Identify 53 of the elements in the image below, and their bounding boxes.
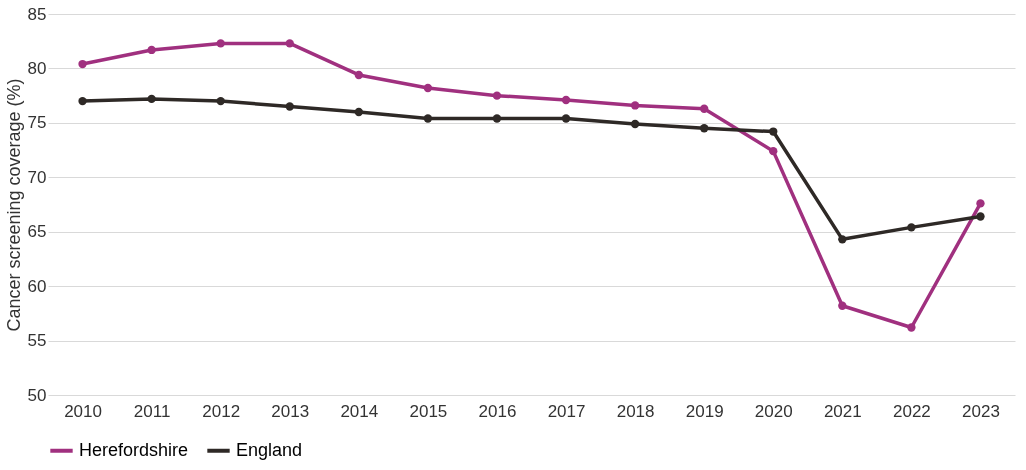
y-tick-label: 65 (27, 222, 47, 242)
point (976, 212, 985, 221)
y-tick-label: 55 (27, 331, 47, 351)
y-tick-label: 85 (27, 4, 47, 24)
point (769, 127, 778, 136)
point (423, 114, 433, 123)
y-tick-label: 60 (27, 276, 47, 296)
point (838, 301, 847, 310)
point (630, 101, 640, 110)
y-tick-label: 75 (27, 113, 47, 133)
x-tick-label: 2014 (340, 401, 379, 421)
point (354, 107, 363, 117)
x-tick-label: 2012 (202, 401, 241, 421)
point (285, 102, 294, 111)
y-tick-label: 70 (27, 167, 47, 187)
y-tick-label: 80 (27, 58, 47, 78)
x-tick-label: 2023 (962, 401, 1000, 421)
x-tick-label: 2018 (616, 401, 655, 421)
x-tick-label: 2010 (64, 401, 102, 421)
x-tick-label: 2017 (547, 401, 586, 421)
x-tick-label: 2022 (892, 401, 931, 421)
x-tick-label: 2021 (823, 401, 862, 421)
point (216, 96, 225, 106)
point (216, 39, 225, 48)
x-tick-label: 2016 (478, 401, 517, 421)
point (976, 199, 985, 208)
point (561, 114, 571, 123)
point (700, 104, 709, 113)
point (147, 45, 156, 55)
point (423, 83, 433, 93)
x-tick-label: 2015 (409, 401, 448, 421)
x-tick-label: 2020 (754, 401, 793, 421)
point (907, 223, 916, 232)
point (700, 124, 709, 133)
y-tick-label: 50 (27, 385, 47, 405)
point (838, 235, 847, 244)
point (630, 119, 640, 129)
point (78, 59, 87, 69)
x-tick-label: 2011 (133, 401, 171, 421)
legend-label: Herefordshire (79, 439, 189, 460)
point (147, 94, 156, 104)
x-tick-label: 2019 (685, 401, 724, 421)
point (78, 96, 87, 106)
point (492, 114, 502, 123)
point (285, 39, 294, 48)
y-axis-title: Cancer screening coverage (%) (3, 78, 24, 332)
point (354, 70, 363, 80)
x-tick-label: 2013 (271, 401, 310, 421)
legend-label: England (236, 439, 303, 460)
point (907, 323, 916, 332)
point (561, 95, 571, 105)
point (769, 146, 778, 156)
point (492, 91, 502, 100)
